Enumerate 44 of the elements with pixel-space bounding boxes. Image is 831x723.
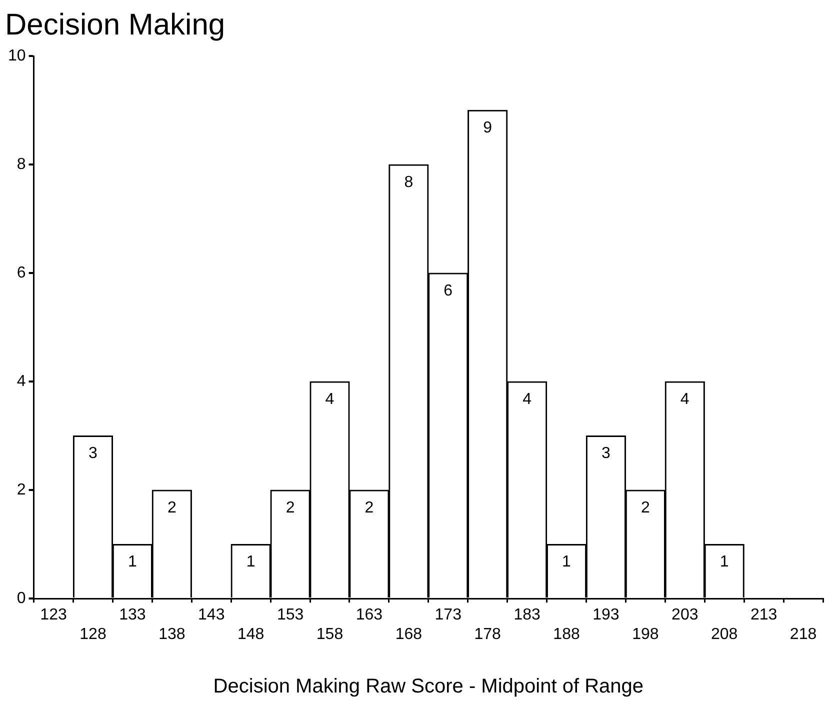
data-label: 2 [167,499,176,516]
x-axis-title: Decision Making Raw Score - Midpoint of Range [213,676,644,698]
data-label: 6 [444,282,453,300]
x-tick-label: 198 [632,626,659,643]
x-tick-label: 158 [316,626,344,643]
x-tick-label: 213 [750,606,778,624]
x-tick-label: 153 [276,606,304,624]
data-label: 1 [246,554,256,571]
chart-title: Decision Making [5,8,226,42]
x-tick-label: 133 [119,606,146,624]
data-label: 1 [128,554,137,571]
x-tick-label: 143 [198,606,225,624]
data-label: 4 [325,390,334,408]
x-tick-label: 183 [514,606,540,624]
data-label: 2 [286,499,295,516]
y-tick-label: 8 [16,156,26,173]
x-tick-label: 168 [395,626,422,643]
data-label: 2 [640,499,650,516]
y-tick-label: 0 [16,590,26,608]
data-label: 8 [404,174,414,191]
data-label: 4 [680,390,690,408]
data-label: 3 [88,445,98,462]
x-tick-label: 123 [40,606,67,624]
data-label: 1 [562,554,572,571]
y-tick-label: 10 [8,47,26,64]
data-label: 4 [522,390,532,408]
x-tick-label: 148 [237,626,264,643]
data-label: 3 [602,445,611,462]
y-tick-label: 6 [16,264,26,282]
data-label: 2 [364,499,374,516]
x-tick-label: 208 [711,626,738,643]
data-label: 9 [483,120,492,137]
x-tick-label: 218 [790,626,817,643]
y-tick-label: 4 [16,372,26,390]
x-tick-label: 178 [474,626,502,643]
x-tick-label: 193 [592,606,620,624]
data-label: 1 [720,554,729,571]
x-tick-label: 163 [356,606,383,624]
x-tick-label: 203 [672,606,698,624]
y-tick-label: 2 [16,481,26,498]
x-tick-label: 188 [553,626,580,643]
x-tick-label: 138 [158,626,186,643]
x-tick-label: 173 [434,606,462,624]
x-tick-label: 128 [80,626,106,643]
